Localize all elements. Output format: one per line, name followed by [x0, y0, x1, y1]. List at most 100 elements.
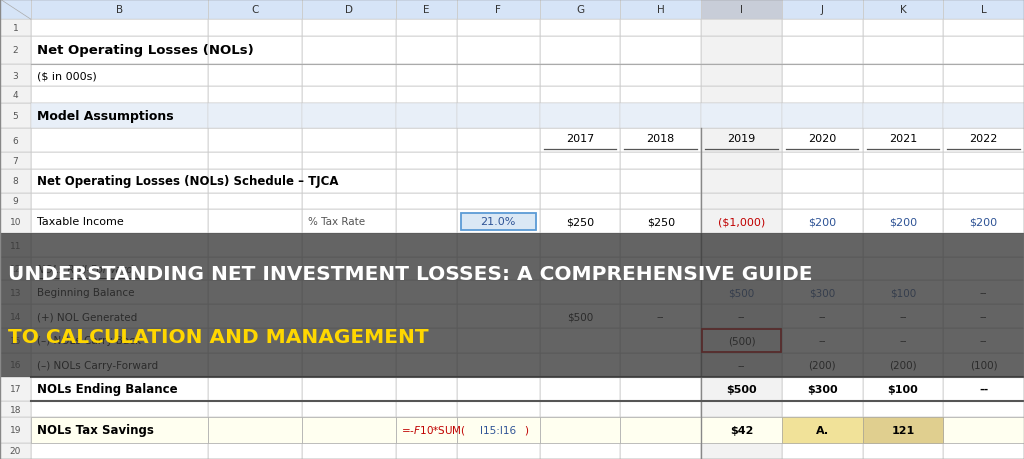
Bar [31, 65, 208, 87]
Bar [208, 87, 302, 103]
Bar [208, 20, 302, 37]
Bar [862, 442, 943, 459]
Bar [208, 103, 302, 129]
Bar [943, 353, 1024, 377]
Bar [862, 193, 943, 210]
Bar [208, 377, 302, 401]
Text: ($1,000): ($1,000) [718, 217, 765, 227]
Bar [31, 442, 208, 459]
Bar [208, 0, 302, 20]
Bar [621, 210, 701, 234]
Bar [31, 169, 208, 193]
Bar [621, 353, 701, 377]
Text: G: G [575, 5, 584, 15]
Bar [396, 280, 457, 305]
Bar [457, 0, 540, 20]
Bar [943, 193, 1024, 210]
Bar [0, 103, 31, 129]
Bar [862, 210, 943, 234]
Bar [31, 377, 208, 401]
Text: NOLs Ending Balance: NOLs Ending Balance [37, 382, 178, 396]
Bar [0, 37, 31, 65]
Bar [457, 442, 540, 459]
Bar [621, 20, 701, 37]
Bar [396, 329, 457, 353]
Text: UNDERSTANDING NET INVESTMENT LOSSES: A COMPREHENSIVE GUIDE: UNDERSTANDING NET INVESTMENT LOSSES: A C… [8, 264, 813, 283]
Bar [943, 129, 1024, 153]
Bar [701, 129, 781, 153]
Bar [457, 417, 540, 442]
Bar [31, 305, 208, 329]
Bar [208, 193, 302, 210]
Bar [31, 353, 208, 377]
Bar [621, 103, 701, 129]
Bar [862, 87, 943, 103]
Text: =-$F$10*SUM(: =-$F$10*SUM( [401, 424, 466, 437]
Bar [208, 417, 302, 442]
Bar [540, 193, 621, 210]
Bar [540, 65, 621, 87]
Bar [621, 401, 701, 417]
Text: H: H [656, 5, 665, 15]
Text: Net Operating Losses (NOLs): Net Operating Losses (NOLs) [37, 44, 254, 57]
Bar [862, 20, 943, 37]
Text: 5: 5 [12, 112, 18, 121]
Bar [781, 169, 862, 193]
Bar [540, 153, 621, 169]
Bar [302, 193, 396, 210]
Bar [396, 20, 457, 37]
Bar [621, 153, 701, 169]
Bar [540, 0, 621, 20]
Text: $100: $100 [888, 384, 919, 394]
Text: $200: $200 [808, 217, 837, 227]
Bar [621, 442, 701, 459]
Bar [396, 169, 457, 193]
Bar [31, 258, 208, 280]
Bar [943, 0, 1024, 20]
Bar [396, 87, 457, 103]
Text: C: C [251, 5, 259, 15]
Bar [302, 377, 396, 401]
Bar [302, 417, 396, 442]
Bar [208, 103, 302, 129]
Bar [943, 401, 1024, 417]
Bar [0, 87, 31, 103]
Text: --: -- [980, 336, 987, 346]
Bar [621, 169, 701, 193]
Bar [943, 305, 1024, 329]
Bar [621, 280, 701, 305]
Bar [0, 169, 31, 193]
Bar [457, 65, 540, 87]
Text: 9: 9 [12, 197, 18, 206]
Bar [701, 210, 781, 234]
Text: (–) NOLs Carry-Back: (–) NOLs Carry-Back [37, 336, 141, 346]
Text: $42: $42 [730, 425, 753, 435]
Bar [701, 65, 781, 87]
Bar [781, 0, 862, 20]
Bar [208, 280, 302, 305]
Text: 20: 20 [10, 446, 22, 455]
Text: 2019: 2019 [727, 134, 756, 144]
Bar [621, 65, 701, 87]
Bar [781, 193, 862, 210]
Bar [781, 153, 862, 169]
Bar [781, 234, 862, 258]
Bar [457, 193, 540, 210]
Text: --: -- [657, 312, 665, 322]
Bar [302, 103, 396, 129]
Bar [862, 417, 943, 442]
Bar [31, 417, 208, 442]
Bar [0, 0, 31, 20]
Bar [31, 193, 208, 210]
Bar [457, 353, 540, 377]
Bar [208, 258, 302, 280]
Bar [0, 153, 31, 169]
Text: 15: 15 [10, 336, 22, 345]
Bar [862, 417, 943, 442]
Bar [540, 305, 621, 329]
Bar [0, 353, 31, 377]
Bar [0, 280, 31, 305]
Bar [621, 417, 701, 442]
Bar [701, 377, 781, 401]
Bar [862, 103, 943, 129]
